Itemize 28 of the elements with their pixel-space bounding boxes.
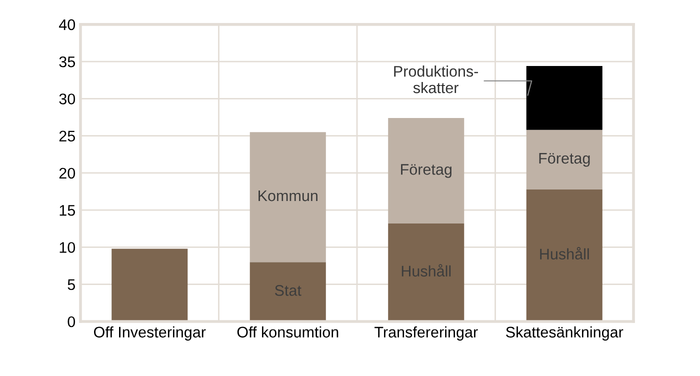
y-tick-label: 30: [59, 94, 76, 104]
data-label: Stat: [274, 285, 302, 296]
y-tick-label: 40: [59, 19, 76, 30]
bar: [388, 223, 464, 322]
x-tick-label: Off Investeringar: [94, 326, 206, 341]
y-tick-label: 20: [59, 168, 76, 179]
y-tick-label: 35: [59, 56, 75, 68]
bar: [526, 66, 602, 130]
y-tick-label: 15: [60, 205, 75, 216]
bar: [112, 248, 188, 322]
bar: [526, 130, 602, 190]
data-label: Företag: [539, 153, 590, 167]
data-label: Hushåll: [540, 247, 589, 260]
data-label: Hushåll: [402, 264, 451, 277]
x-tick-label: Off konsumtion: [237, 326, 338, 338]
y-tick-label: 10: [60, 242, 76, 253]
bar: [526, 189, 602, 322]
x-tick-label: Skattesänkningar: [506, 326, 624, 341]
data-label: Produktions- skatter: [394, 66, 478, 94]
data-label: Företag: [401, 164, 452, 178]
x-tick-label: Transfereringar: [374, 326, 478, 341]
y-tick-label: 5: [68, 279, 75, 290]
bar: [250, 132, 326, 262]
bar: [250, 262, 326, 322]
y-tick-label: 0: [68, 316, 76, 328]
data-label: Kommun: [258, 190, 318, 202]
bar: [388, 118, 464, 224]
y-tick-label: 25: [59, 130, 75, 142]
